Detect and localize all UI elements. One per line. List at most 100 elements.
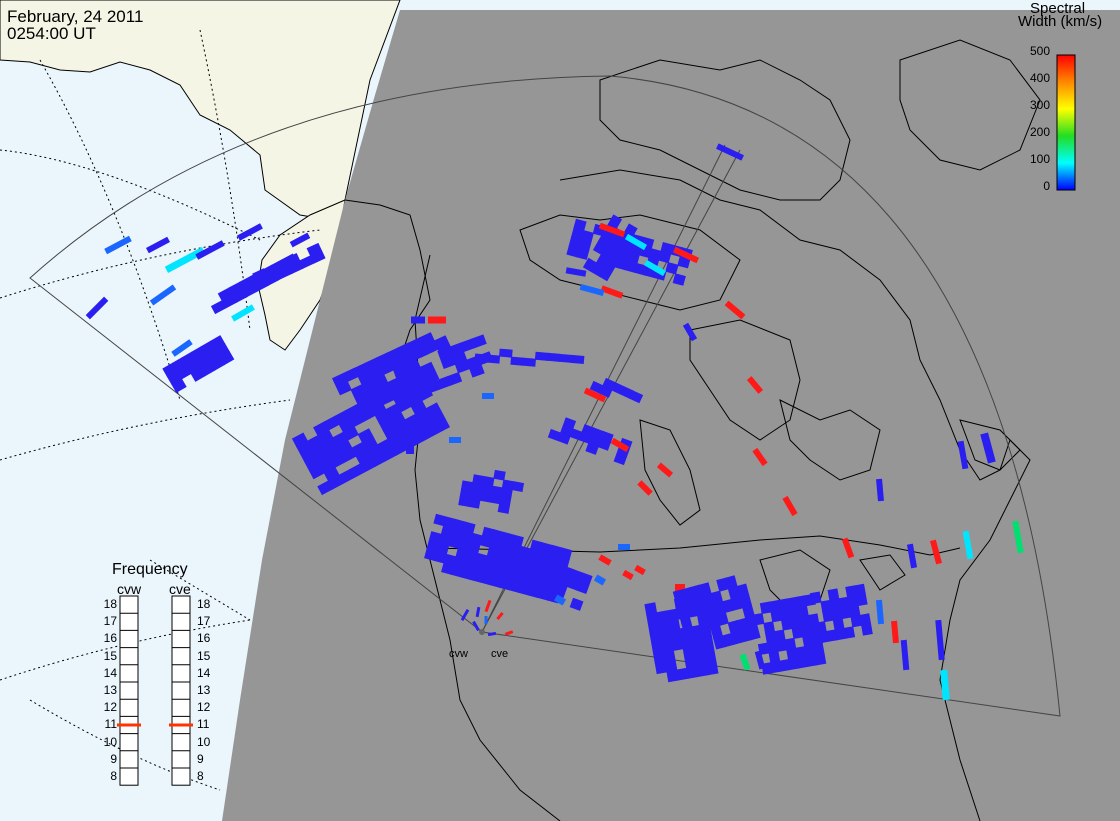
echo-cell [338, 468, 355, 484]
frequency-scale-label: 12 [103, 700, 117, 715]
echo-cell [370, 452, 387, 467]
echo-cell [479, 535, 493, 548]
echo-cell [768, 650, 781, 664]
colorbar-title-line2: Width (km/s) [1018, 13, 1103, 30]
echo-cell [325, 445, 342, 461]
echo-cell [634, 564, 646, 576]
echo-cell [659, 630, 673, 643]
echo-cell [809, 591, 822, 605]
echo-cell [553, 594, 567, 606]
echo-cell [724, 300, 746, 320]
echo-cell [438, 533, 452, 547]
colorbar-gradient [1056, 54, 1076, 191]
echo-cell [716, 611, 729, 626]
echo-cell [446, 372, 463, 386]
echo-cell [349, 463, 366, 479]
echo-cell [575, 580, 590, 594]
echo-cell [570, 354, 585, 364]
echo-cell [472, 474, 485, 486]
echo-cell [332, 431, 349, 447]
echo-cell [681, 621, 695, 636]
frequency-radar-cvw: cvw [117, 581, 142, 597]
echo-cell [436, 542, 450, 555]
echo-cell [288, 260, 304, 274]
echo-cell [306, 434, 323, 450]
echo-cell [221, 294, 238, 309]
echo-cell [510, 356, 525, 366]
frequency-scale-label: 16 [197, 631, 211, 646]
echo-cell [841, 537, 855, 559]
echo-cells [85, 143, 1024, 701]
echo-cell [426, 539, 440, 553]
echo-cell [469, 363, 485, 378]
colorbar-tick: 100 [1029, 152, 1050, 166]
echo-cell [598, 222, 626, 238]
echo-cell [580, 230, 594, 243]
echo-cell [443, 553, 457, 567]
frequency-scale-label: 10 [197, 734, 211, 749]
echo-cell [832, 617, 845, 631]
echo-cell [534, 351, 549, 361]
echo-cell [489, 575, 503, 588]
echo-cell [425, 402, 442, 418]
echo-cell [366, 444, 383, 460]
echo-cell [289, 232, 311, 248]
echo-cell [310, 442, 328, 458]
echo-cell [217, 287, 234, 302]
echo-cell [482, 475, 495, 487]
echo-cell [406, 446, 414, 454]
echo-cell [846, 595, 859, 608]
echo-cell [499, 577, 513, 591]
echo-cell [490, 485, 503, 497]
echo-cell [710, 624, 723, 639]
echo-cell [357, 428, 374, 444]
echo-cell [694, 654, 707, 668]
echo-cell [461, 480, 474, 492]
echo-cell [747, 626, 761, 641]
echo-cell [482, 393, 494, 399]
colorbar-tick: 300 [1029, 98, 1050, 112]
echo-cell [665, 608, 679, 622]
echo-cell [653, 651, 666, 665]
echo-cell [827, 588, 840, 601]
echo-cell [859, 613, 872, 626]
echo-cell [549, 544, 563, 558]
echo-cell [479, 572, 493, 586]
echo-cell [382, 424, 400, 440]
echo-cell [637, 480, 653, 496]
echo-cell [323, 415, 340, 431]
echo-cell [803, 644, 816, 658]
frequency-box-cvw [119, 595, 139, 786]
frequency-scale-label: 8 [110, 769, 117, 783]
echo-cell [854, 583, 866, 597]
echo-cell [786, 647, 798, 661]
echo-cell [494, 557, 508, 571]
echo-cell [629, 390, 644, 404]
echo-cell [675, 584, 685, 592]
echo-cell [736, 617, 750, 632]
echo-cell [501, 479, 515, 491]
echo-cell [195, 240, 225, 260]
echo-cell [766, 640, 779, 654]
echo-cell [624, 260, 638, 273]
echo-cell [349, 412, 366, 428]
echo-cell [822, 609, 834, 623]
echo-cell [651, 641, 665, 655]
echo-cell [739, 653, 751, 671]
echo-cell [433, 513, 447, 527]
echo-cell [713, 635, 726, 650]
echo-cell [796, 655, 809, 669]
echo-cell [891, 620, 899, 644]
echo-cell [428, 316, 446, 324]
echo-cell [468, 497, 481, 509]
echo-cell [643, 259, 667, 277]
echo-cell [449, 437, 461, 443]
echo-cell [704, 603, 718, 618]
colorbar-title-line1: Spectral [1030, 0, 1086, 17]
echo-cell [980, 432, 996, 464]
echo-cell [209, 335, 226, 350]
frequency-scale-label: 15 [103, 648, 117, 663]
echo-cell [646, 612, 659, 625]
echo-cell [321, 437, 338, 453]
